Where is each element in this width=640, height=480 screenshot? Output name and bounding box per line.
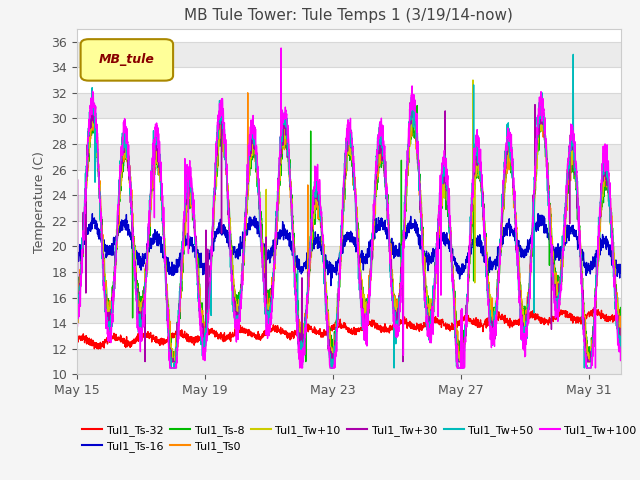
Title: MB Tule Tower: Tule Temps 1 (3/19/14-now): MB Tule Tower: Tule Temps 1 (3/19/14-now… [184, 9, 513, 24]
Bar [77, 195, 621, 221]
Bar [77, 144, 621, 169]
Y-axis label: Temperature (C): Temperature (C) [33, 151, 45, 252]
Legend: Tul1_Ts-32, Tul1_Ts-16, Tul1_Ts-8, Tul1_Ts0, Tul1_Tw+10, Tul1_Tw+30, Tul1_Tw+50,: Tul1_Ts-32, Tul1_Ts-16, Tul1_Ts-8, Tul1_… [83, 425, 637, 452]
Text: MB_tule: MB_tule [99, 53, 155, 66]
Bar [77, 42, 621, 67]
FancyBboxPatch shape [81, 39, 173, 81]
Bar [77, 93, 621, 119]
Bar [77, 246, 621, 272]
Bar [77, 349, 621, 374]
Bar [77, 298, 621, 323]
